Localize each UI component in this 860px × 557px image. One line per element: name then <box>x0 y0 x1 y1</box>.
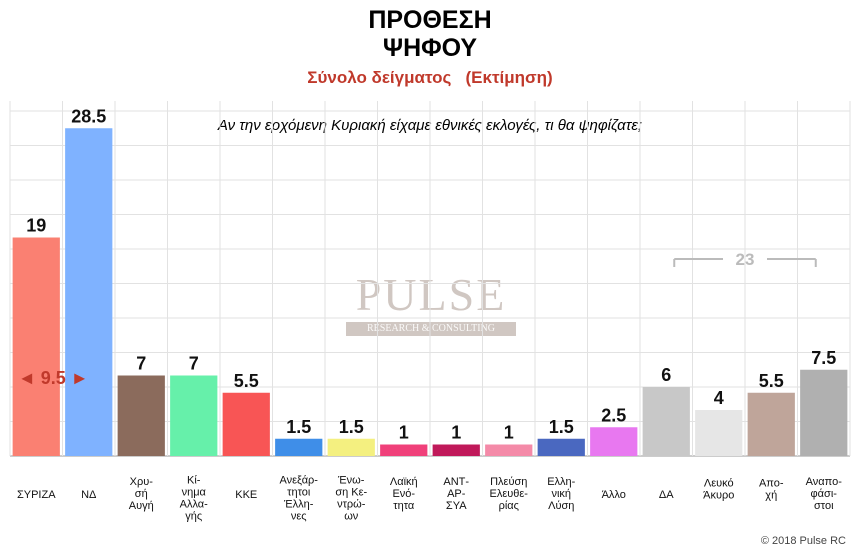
bar-value-label: 7.5 <box>811 348 836 368</box>
category-label: Λευκό Άκυρο <box>703 478 734 502</box>
chart-title-line-1: ΠΡΟΘΕΣΗ <box>368 6 492 34</box>
category-label-line: Άκυρο <box>703 490 734 502</box>
category-label-line: Λευκό <box>704 478 734 490</box>
bar-value-label: 28.5 <box>71 106 106 126</box>
watermark-tagline: RESEARCH & CONSULTING <box>346 322 516 336</box>
category-label-line: Ελλη- <box>547 476 575 488</box>
category-label-line: σή <box>135 488 148 500</box>
category-label-line: Πλεύση <box>490 476 527 488</box>
gap-annotation-part: ► <box>66 368 89 388</box>
category-label-line: ΚΚΕ <box>235 489 257 501</box>
category-label-line: στοι <box>814 500 834 512</box>
bar <box>275 438 323 456</box>
bar <box>170 375 218 456</box>
bar <box>485 444 533 456</box>
chart-title-line-2: ΨΗΦΟΥ <box>382 34 478 62</box>
category-label-line: ση Κε- <box>335 487 367 499</box>
bar-value-label: 6 <box>661 365 671 385</box>
bar <box>747 392 795 456</box>
bar-value-label: 5.5 <box>234 371 259 391</box>
bar <box>800 369 848 456</box>
gap-annotation-part: ◄ <box>18 368 41 388</box>
category-label-line: ντρώ- <box>337 499 366 511</box>
bar-value-label: 1.5 <box>549 417 574 437</box>
bar-value-label: 1 <box>451 423 461 443</box>
category-label-line: νική <box>551 488 571 500</box>
bar <box>590 427 638 456</box>
category-label-line: ΣΥΡΙΖΑ <box>17 489 56 501</box>
category-label-line: Απο- <box>759 478 784 490</box>
bar <box>432 444 480 456</box>
bar <box>222 392 270 456</box>
bar-value-label: 1 <box>504 423 514 443</box>
category-label-line: τητα <box>393 500 415 512</box>
bar-value-label: 1.5 <box>286 417 311 437</box>
copyright-note: © 2018 Pulse RC <box>760 535 846 547</box>
bar-value-label: 4 <box>714 388 724 408</box>
category-label-line: Έλλη- <box>283 499 314 511</box>
category-label-line: ων <box>344 511 359 523</box>
bar <box>327 438 375 456</box>
category-label-line: Αλλα- <box>180 499 209 511</box>
category-label-line: ΔΑ <box>659 489 674 501</box>
category-label-line: νες <box>291 511 307 523</box>
bar-value-label: 1 <box>399 423 409 443</box>
bar-value-label: 5.5 <box>759 371 784 391</box>
category-label: Ελλη-νική Λύση <box>547 476 575 512</box>
category-label-line: Αυγή <box>129 500 154 512</box>
bar <box>380 444 428 456</box>
category-label-line: Ανεξάρ- <box>280 475 319 487</box>
category-label-line: Ελευθε- <box>490 488 529 500</box>
bar <box>695 410 743 456</box>
category-label-line: ρίας <box>499 500 519 512</box>
category-label: Πλεύση Ελευθε-ρίας <box>490 476 529 512</box>
bar-value-label: 7 <box>136 354 146 374</box>
category-label: Χρυ-σή Αυγή <box>129 476 154 512</box>
bar-value-label: 19 <box>26 216 46 236</box>
chart-subtitle: Σύνολο δείγματος (Εκτίμηση) <box>307 68 553 87</box>
category-label-line: χή <box>765 490 777 502</box>
category-label: Άλλο <box>602 489 626 501</box>
category-label: ΑΝΤ-ΑΡ-ΣΥΑ <box>443 476 469 512</box>
category-label-line: νημα <box>182 487 207 499</box>
category-label-line: Λύση <box>548 500 574 512</box>
bar <box>537 438 585 456</box>
category-label-line: γής <box>185 511 202 523</box>
category-label: Κί-νημα Αλλα-γής <box>180 475 209 523</box>
category-label-line: Κί- <box>187 475 201 487</box>
category-label-line: φάσι- <box>811 488 838 500</box>
category-label: ΝΔ <box>81 489 97 501</box>
category-label-line: ΝΔ <box>81 489 97 501</box>
bar <box>642 387 690 456</box>
category-label-line: ΣΥΑ <box>446 500 467 512</box>
category-label: Ανεξάρ-τητοι Έλλη-νες <box>280 475 319 523</box>
category-label-line: τητοι <box>287 487 311 499</box>
category-label: Αναπο-φάσι-στοι <box>806 476 843 512</box>
category-label: Απο-χή <box>759 478 784 502</box>
bar <box>65 128 113 456</box>
category-label-line: Αναπο- <box>806 476 843 488</box>
bar <box>12 237 60 456</box>
category-label-line: Άλλο <box>602 489 626 501</box>
gap-annotation: ◄ 9.5 ► <box>18 368 89 388</box>
category-label: ΣΥΡΙΖΑ <box>17 489 56 501</box>
bar-value-label: 1.5 <box>339 417 364 437</box>
category-label: Λαϊκή Ενό-τητα <box>390 476 418 512</box>
category-label-line: Χρυ- <box>130 476 154 488</box>
bar-value-label: 2.5 <box>601 405 626 425</box>
bar-value-label: 7 <box>189 354 199 374</box>
category-label-line: ΑΝΤ- <box>443 476 469 488</box>
category-label: ΚΚΕ <box>235 489 257 501</box>
bracket-total-label: 23 <box>736 250 755 269</box>
category-label-line: Λαϊκή <box>390 476 418 488</box>
category-label: ΔΑ <box>659 489 674 501</box>
gap-annotation-part: 9.5 <box>41 368 66 388</box>
category-label-line: Ενό- <box>392 488 415 500</box>
category-label-line: ΑΡ- <box>447 488 466 500</box>
category-label-line: Ένω- <box>337 475 365 487</box>
category-label: Ένω-ση Κε-ντρώ-ων <box>335 475 367 523</box>
bar <box>117 375 165 456</box>
